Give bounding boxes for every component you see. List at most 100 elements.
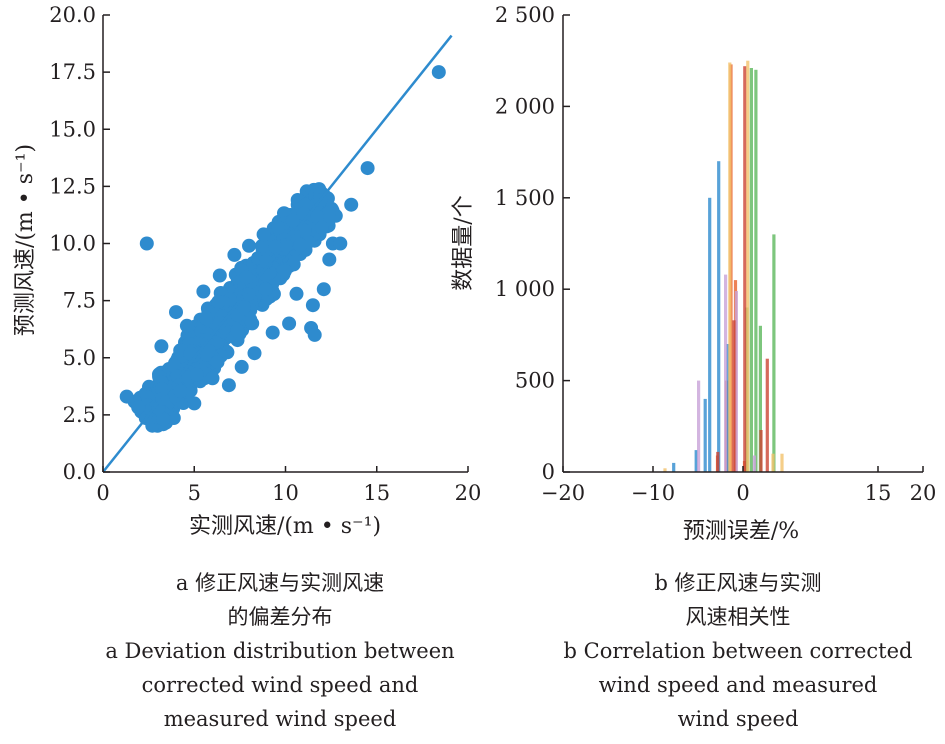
scatter-point xyxy=(210,355,225,370)
scatter-point xyxy=(289,286,304,301)
y-tick-label: 7.5 xyxy=(63,289,96,313)
fit-line xyxy=(102,34,453,473)
scatter-point xyxy=(285,213,300,228)
x-tick-labels: 0 5 10 15 20 xyxy=(96,466,481,505)
histogram-bar xyxy=(772,234,776,472)
histogram-bar xyxy=(697,380,701,472)
scatter-point xyxy=(333,236,348,251)
x-tick-label: 20 xyxy=(910,481,937,505)
scatter-point xyxy=(183,346,198,361)
scatter-point xyxy=(211,294,226,309)
scatter-point xyxy=(139,236,154,251)
scatter-point xyxy=(265,325,280,340)
y-tick-label: 5.0 xyxy=(63,346,96,370)
scatter-point xyxy=(212,268,227,283)
scatter-points xyxy=(119,65,446,433)
x-tick-label: 15 xyxy=(363,481,390,505)
histogram-bar xyxy=(716,451,720,472)
scatter-point xyxy=(247,346,262,361)
histogram-bars xyxy=(663,60,784,473)
scatter-point xyxy=(256,227,271,242)
caption-a-en-line1: a Deviation distribution between xyxy=(105,639,455,663)
histogram-bar xyxy=(672,462,676,472)
y-tick-label: 2 000 xyxy=(495,94,555,118)
histogram-bar xyxy=(758,325,762,472)
histogram-bar xyxy=(732,320,736,472)
histogram-bar xyxy=(752,455,756,472)
x-axis-title: 实测风速/(m • s⁻¹) xyxy=(189,514,381,539)
histogram-bar xyxy=(726,344,730,472)
y-tick-label: 17.5 xyxy=(49,60,96,84)
y-tick-label: 0 xyxy=(542,460,555,484)
x-tick-label: 0 xyxy=(96,481,109,505)
scatter-point xyxy=(305,298,320,313)
histogram-bar xyxy=(663,468,667,472)
histogram-bar xyxy=(724,274,728,472)
scatter-point xyxy=(187,396,202,411)
histogram-bar xyxy=(717,161,721,472)
histogram-bar xyxy=(749,68,753,472)
y-tick-label: 1 000 xyxy=(495,277,555,301)
scatter-point xyxy=(282,316,297,331)
scatter-point xyxy=(293,238,308,252)
scatter-point xyxy=(196,284,211,299)
y-tick-label: 12.5 xyxy=(49,174,96,198)
scatter-point xyxy=(271,220,286,235)
y-axis-title: 预测风速/(m • s⁻¹) xyxy=(13,144,38,336)
histogram-bar xyxy=(771,453,775,472)
scatter-point xyxy=(221,378,236,393)
scatter-point xyxy=(199,311,213,325)
x-tick-label: 0 xyxy=(736,481,749,505)
scatter-point xyxy=(242,238,256,253)
scatter-point xyxy=(241,287,256,302)
scatter-point xyxy=(315,220,329,235)
y-tick-label: 500 xyxy=(515,369,555,393)
scatter-point xyxy=(234,359,249,374)
scatter-point xyxy=(307,327,322,342)
histogram-panel: 0 500 1 000 1 500 2 000 2 500 −20 −10 0 15 20 预测误… xyxy=(451,3,936,544)
scatter-point xyxy=(201,343,216,358)
x-tick-label: −10 xyxy=(631,481,675,505)
caption-b-zh-line2: 风速相关性 xyxy=(685,605,791,629)
caption-b-en-line2: wind speed and measured xyxy=(598,673,878,697)
scatter-point xyxy=(227,247,242,262)
scatter-point xyxy=(119,389,134,404)
caption-b: b 修正风速与实测 风速相关性 b Correlation between co… xyxy=(528,566,945,736)
scatter-point xyxy=(212,315,227,330)
y-tick-label: 15.0 xyxy=(49,117,96,141)
histogram-bar xyxy=(734,291,738,472)
scatter-point xyxy=(173,343,188,358)
scatter-point xyxy=(322,252,337,267)
y-axis-title: 数据量/个 xyxy=(451,195,476,290)
x-axis-title: 预测误差/% xyxy=(683,519,799,544)
y-tick-label: 20.0 xyxy=(49,3,96,27)
x-tick-label: −20 xyxy=(541,481,585,505)
histogram-bar xyxy=(754,69,758,473)
scatter-panel: 0.0 2.5 5.0 7.5 10.0 12.5 15.0 17.5 20.0 0 5 10 15 2… xyxy=(13,3,481,539)
x-tick-label: 20 xyxy=(455,481,482,505)
scatter-point xyxy=(189,367,204,382)
scatter-point xyxy=(258,282,273,297)
caption-b-en-line1: b Correlation between corrected xyxy=(563,639,913,663)
scatter-point xyxy=(169,305,183,320)
y-tick-label: 10.0 xyxy=(49,232,96,256)
histogram-bar xyxy=(743,66,747,472)
histogram-bar xyxy=(694,450,698,472)
scatter-point xyxy=(236,300,251,314)
y-tick-label: 0.0 xyxy=(63,460,96,484)
scatter-point xyxy=(230,323,245,338)
scatter-point xyxy=(173,384,188,399)
caption-a-zh-line1: a 修正风速与实测风速 xyxy=(175,571,385,595)
caption-b-en-line3: wind speed xyxy=(677,707,799,731)
scatter-point xyxy=(179,318,194,333)
x-tick-label: 15 xyxy=(865,481,892,505)
y-tick-labels: 0 500 1 000 1 500 2 000 2 500 xyxy=(495,3,570,484)
scatter-point xyxy=(205,371,220,386)
caption-b-zh-line1: b 修正风速与实测 xyxy=(654,571,822,595)
scatter-point xyxy=(431,65,446,80)
histogram-bar xyxy=(780,453,784,472)
caption-a-en-line2: corrected wind speed and xyxy=(141,673,419,697)
caption-a-en-line3: measured wind speed xyxy=(163,707,397,731)
x-tick-label: 10 xyxy=(272,481,299,505)
scatter-point xyxy=(255,239,270,253)
